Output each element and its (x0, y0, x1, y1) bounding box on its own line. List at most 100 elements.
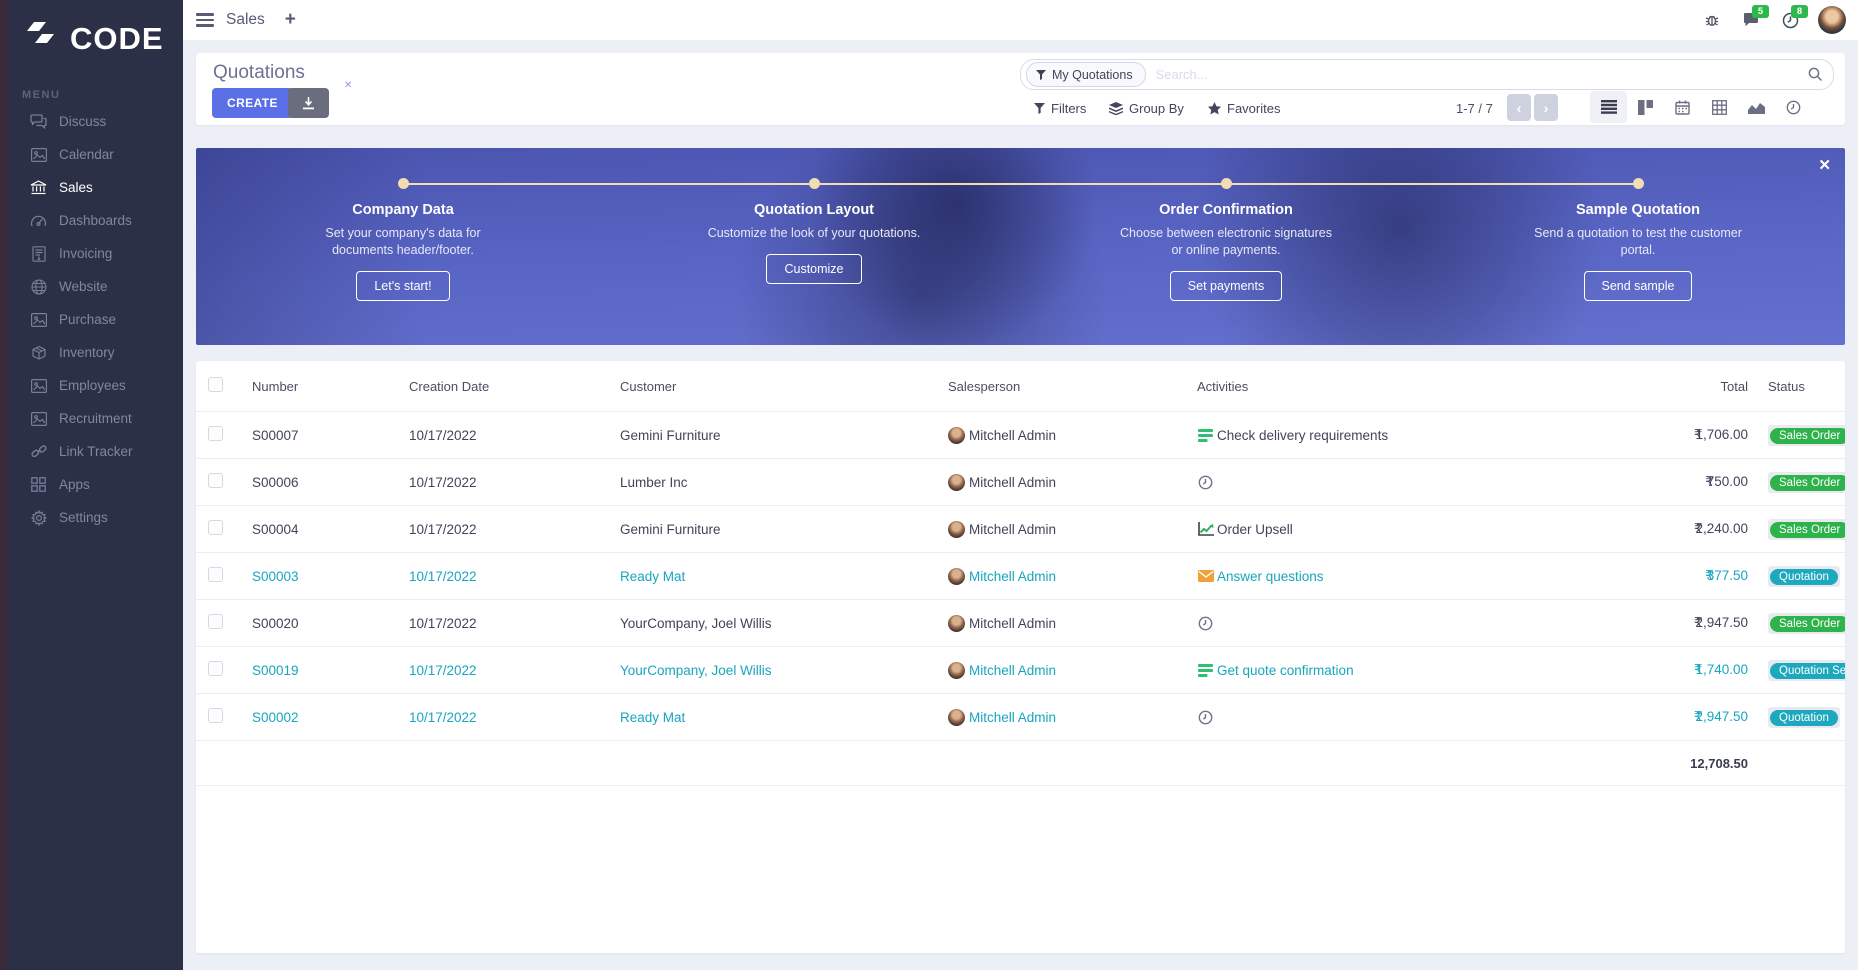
column-header-number[interactable]: Number (252, 378, 299, 394)
step-action-button[interactable]: Send sample (1583, 270, 1693, 301)
currency-symbol: ₹ (1705, 474, 1714, 489)
row-checkbox[interactable] (208, 520, 223, 535)
tachometer-icon (30, 212, 47, 229)
table-row[interactable]: S00006 10/17/2022 Lumber Inc Mitchell Admin… (196, 458, 1845, 505)
pivot-view-icon[interactable] (1701, 91, 1738, 123)
sidebar-item-invoicing[interactable]: Invoicing (0, 237, 183, 270)
cell-creation-date: 10/17/2022 (409, 521, 477, 537)
table-row[interactable]: S00002 10/17/2022 Ready Mat Mitchell Admin ₹… (196, 693, 1845, 740)
pager-previous-button[interactable]: ‹ (1507, 94, 1531, 121)
clock-icon[interactable] (1197, 474, 1214, 491)
onboarding-step: Quotation Layout Customize the look of yo… (674, 202, 954, 284)
messages-icon[interactable]: 5 (1740, 5, 1769, 31)
timeline-dot (1221, 178, 1232, 189)
search-bar[interactable]: My Quotations Search... (1020, 59, 1834, 90)
sidebar-item-apps[interactable]: Apps (0, 468, 183, 501)
clock-icon[interactable] (1197, 709, 1214, 726)
export-button[interactable] (288, 88, 329, 118)
row-checkbox[interactable] (208, 426, 223, 441)
graph-view-icon[interactable] (1738, 91, 1775, 123)
debug-bug-icon[interactable] (1701, 9, 1723, 31)
column-header-status[interactable]: Status (1768, 378, 1805, 394)
row-checkbox[interactable] (208, 661, 223, 676)
search-icon[interactable] (1808, 67, 1823, 82)
user-avatar[interactable] (1818, 6, 1846, 34)
envelope-icon[interactable] (1197, 568, 1214, 585)
row-checkbox[interactable] (208, 614, 223, 629)
sidebar-item-calendar[interactable]: Calendar (0, 138, 183, 171)
cell-number: S00019 (252, 662, 299, 678)
search-input[interactable]: Search... (1155, 67, 1208, 82)
column-header-salesperson[interactable]: Salesperson (948, 378, 1021, 394)
sidebar-item-employees[interactable]: Employees (0, 369, 183, 402)
current-app-title[interactable]: Sales (226, 11, 265, 28)
chart-increase-icon[interactable] (1197, 521, 1214, 538)
sidebar-item-discuss[interactable]: Discuss (0, 105, 183, 138)
sidebar-item-recruitment[interactable]: Recruitment (0, 402, 183, 435)
table-row[interactable]: S00003 10/17/2022 Ready Mat Mitchell Admin A… (196, 552, 1845, 599)
clock-icon[interactable] (1197, 615, 1214, 632)
create-button[interactable]: CREATE (212, 88, 293, 118)
cell-number: S00006 (252, 474, 299, 490)
image-placeholder-icon (30, 311, 47, 328)
sidebar-item-purchase[interactable]: Purchase (0, 303, 183, 336)
sidebar-item-settings[interactable]: Settings (0, 501, 183, 534)
tasks-icon[interactable] (1197, 427, 1214, 444)
select-all-checkbox[interactable] (208, 377, 223, 392)
column-header-customer[interactable]: Customer (620, 378, 677, 394)
column-header-total[interactable]: Total (1720, 378, 1748, 394)
gear-icon (30, 509, 47, 526)
kanban-view-icon[interactable] (1627, 91, 1664, 123)
onboarding-step: Company Data Set your company's data for … (263, 202, 543, 301)
activity-label[interactable]: Answer questions (1217, 568, 1324, 584)
timeline-line (403, 183, 1638, 185)
table-row[interactable]: S00019 10/17/2022 YourCompany, Joel Willis… (196, 646, 1845, 693)
grand-total: 12,708.50 (1690, 755, 1748, 771)
table-row[interactable]: S00007 10/17/2022 Gemini Furniture Mitchell… (196, 411, 1845, 458)
search-facet-chip[interactable]: My Quotations (1026, 62, 1146, 87)
favorites-button[interactable]: Favorites (1208, 95, 1280, 121)
status-badge: Quotation (1768, 706, 1840, 728)
table-row[interactable]: S00020 10/17/2022 YourCompany, Joel Willis… (196, 599, 1845, 646)
new-tab-button[interactable]: + (284, 9, 296, 30)
activity-label[interactable]: Check delivery requirements (1217, 427, 1389, 443)
row-checkbox[interactable] (208, 473, 223, 488)
activity-label[interactable]: Get quote confirmation (1217, 662, 1354, 678)
activities-clock-icon[interactable]: 8 (1779, 5, 1808, 31)
step-action-button[interactable]: Let's start! (356, 270, 450, 301)
pager-next-button[interactable]: › (1534, 94, 1558, 121)
group-by-button[interactable]: Group By (1109, 95, 1184, 121)
hamburger-menu-icon[interactable] (196, 13, 214, 27)
sidebar-item-website[interactable]: Website (0, 270, 183, 303)
activity-view-icon[interactable] (1775, 91, 1812, 123)
calendar-view-icon[interactable] (1664, 91, 1701, 123)
step-title: Order Confirmation (1159, 202, 1293, 218)
app-logo[interactable]: CODE (0, 0, 183, 55)
pager-counter: 1-7 / 7 (1456, 100, 1493, 116)
banner-close-icon[interactable]: ✕ (1818, 157, 1831, 174)
row-checkbox[interactable] (208, 567, 223, 582)
globe-icon (30, 278, 47, 295)
table-row[interactable]: S00004 10/17/2022 Gemini Furniture Mitchell… (196, 505, 1845, 552)
sidebar-item-dashboards[interactable]: Dashboards (0, 204, 183, 237)
sidebar-item-link-tracker[interactable]: Link Tracker (0, 435, 183, 468)
cell-number: S00004 (252, 521, 299, 537)
status-badge: Quotation (1768, 565, 1840, 587)
step-action-button[interactable]: Set payments (1169, 270, 1283, 301)
row-checkbox[interactable] (208, 708, 223, 723)
activity-label[interactable]: Order Upsell (1217, 521, 1293, 537)
cell-total: ₹1,740.00 (1693, 662, 1748, 677)
step-title: Quotation Layout (753, 202, 874, 218)
facet-remove-icon[interactable]: ✕ (344, 80, 353, 91)
sidebar-item-label: Employees (59, 378, 126, 393)
cell-creation-date: 10/17/2022 (409, 615, 477, 631)
column-header-activities[interactable]: Activities (1197, 378, 1249, 394)
filters-button[interactable]: Filters (1034, 95, 1086, 121)
cell-customer: Ready Mat (620, 568, 686, 584)
sidebar-item-inventory[interactable]: Inventory (0, 336, 183, 369)
column-header-creation-date[interactable]: Creation Date (409, 378, 490, 394)
list-view-icon[interactable] (1590, 91, 1627, 123)
step-action-button[interactable]: Customize (766, 253, 862, 284)
tasks-icon[interactable] (1197, 662, 1214, 679)
sidebar-item-sales[interactable]: Sales (0, 171, 183, 204)
